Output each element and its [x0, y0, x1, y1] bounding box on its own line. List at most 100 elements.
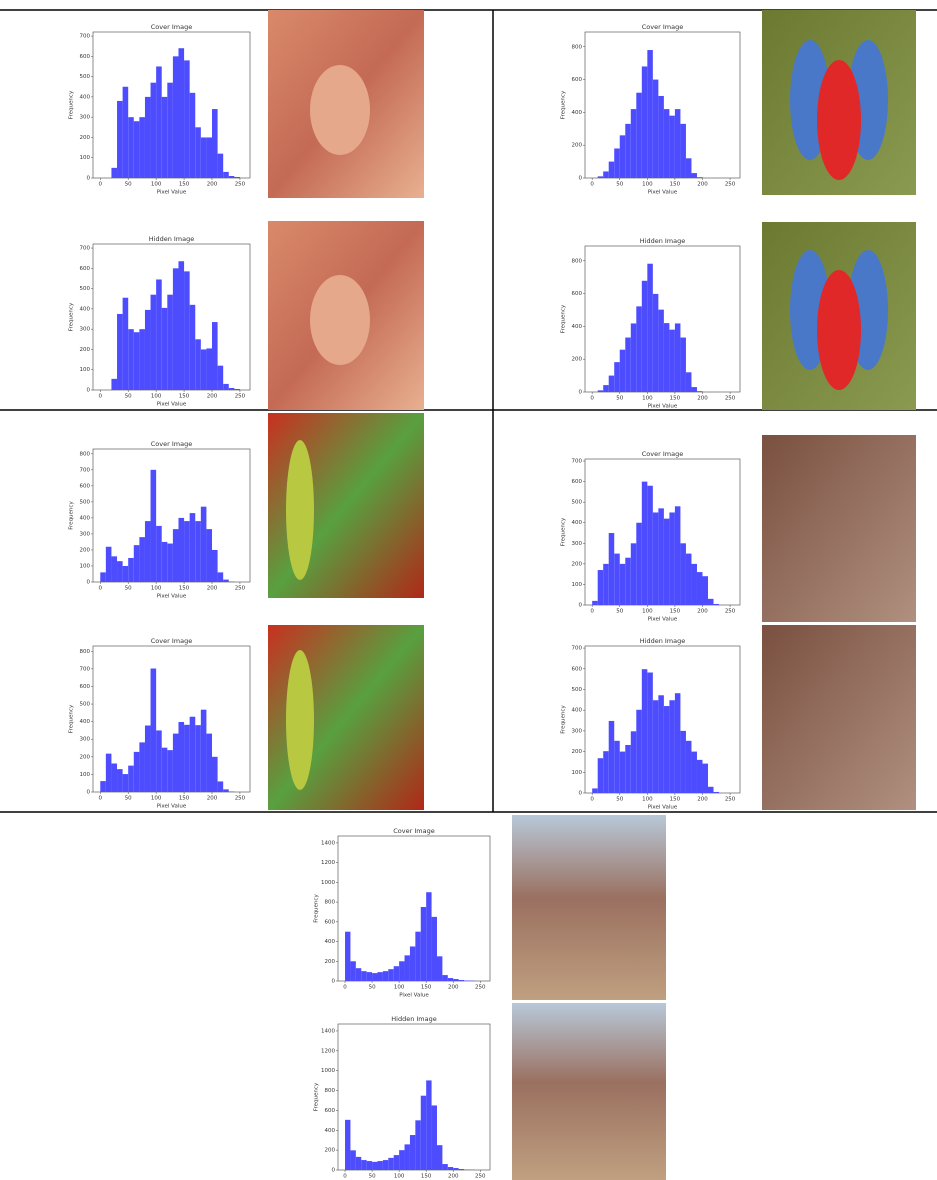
x-axis-label: Pixel Value: [157, 804, 187, 810]
bar: [453, 1168, 458, 1170]
bar: [405, 955, 410, 981]
y-tick-label: 400: [325, 939, 336, 945]
x-tick-label: 200: [207, 394, 218, 400]
bar: [184, 60, 190, 178]
bar: [190, 93, 196, 178]
photo: [512, 1003, 666, 1180]
bar: [190, 717, 196, 792]
x-tick-label: 250: [725, 182, 736, 188]
bar: [184, 521, 190, 582]
y-tick-label: 100: [80, 155, 91, 161]
bar: [620, 752, 626, 793]
bar: [139, 742, 145, 792]
photo-detail: [817, 60, 861, 180]
bar: [139, 117, 145, 178]
bar: [173, 734, 179, 792]
chart-title: Cover Image: [151, 440, 192, 448]
x-tick-label: 50: [369, 1174, 376, 1180]
bar: [173, 56, 179, 178]
bar: [642, 482, 648, 605]
y-axis-label: Frequency: [69, 501, 75, 530]
x-tick-label: 50: [125, 182, 132, 188]
bar: [636, 523, 642, 605]
photo-detail: [286, 440, 314, 580]
bar: [691, 752, 697, 793]
bar: [669, 116, 675, 178]
bar: [405, 1144, 410, 1170]
bar: [388, 1158, 393, 1170]
bar: [134, 752, 140, 792]
bar: [117, 769, 123, 792]
x-tick-label: 200: [697, 797, 708, 803]
y-tick-label: 400: [80, 306, 91, 312]
bar: [653, 512, 659, 605]
chart-title: Cover Image: [151, 637, 192, 645]
bar: [206, 734, 212, 792]
y-tick-label: 1400: [321, 840, 335, 846]
bar: [697, 177, 703, 178]
y-tick-label: 700: [80, 34, 91, 40]
bar: [653, 80, 659, 178]
bar: [426, 1080, 431, 1170]
bar: [636, 710, 642, 793]
bar: [609, 162, 615, 178]
chart-title: Cover Image: [151, 23, 192, 31]
y-tick-label: 200: [80, 135, 91, 141]
bar: [162, 542, 168, 582]
x-tick-label: 0: [590, 797, 594, 803]
y-tick-label: 300: [572, 728, 583, 734]
bar: [145, 97, 151, 178]
chart-title: Cover Image: [642, 450, 683, 458]
bar: [201, 710, 207, 792]
bar: [691, 387, 697, 392]
bar: [658, 310, 664, 392]
bar: [614, 362, 620, 392]
y-tick-label: 800: [80, 451, 91, 457]
bar: [697, 760, 703, 793]
chart-title: Cover Image: [642, 23, 683, 31]
bar: [664, 323, 670, 392]
x-axis-label: Pixel Value: [648, 404, 678, 410]
bar: [111, 764, 117, 792]
y-tick-label: 400: [80, 94, 91, 100]
x-tick-label: 0: [99, 394, 103, 400]
bar: [437, 956, 442, 981]
bar: [598, 176, 604, 178]
y-tick-label: 600: [80, 684, 91, 690]
x-tick-label: 0: [343, 985, 347, 991]
bar: [598, 758, 604, 793]
y-tick-label: 700: [80, 246, 91, 252]
y-tick-label: 600: [325, 919, 336, 925]
bar: [603, 171, 609, 178]
bar: [658, 508, 664, 605]
bar: [367, 972, 372, 981]
bar: [167, 750, 173, 792]
bar: [631, 543, 637, 605]
x-tick-label: 150: [179, 796, 190, 802]
bar: [128, 117, 134, 178]
photo: [762, 625, 916, 810]
y-tick-label: 0: [87, 388, 91, 394]
y-tick-label: 300: [80, 737, 91, 743]
y-tick-label: 800: [80, 649, 91, 655]
bar: [421, 907, 426, 981]
bar: [383, 971, 388, 981]
y-tick-label: 400: [572, 110, 583, 116]
x-tick-label: 100: [151, 182, 162, 188]
y-tick-label: 300: [80, 115, 91, 121]
chart-title: Hidden Image: [640, 237, 686, 245]
bar: [145, 310, 151, 390]
bar: [686, 741, 692, 793]
bar: [212, 109, 218, 178]
y-tick-label: 1400: [321, 1028, 335, 1034]
y-tick-label: 100: [80, 563, 91, 569]
bar: [609, 376, 615, 392]
y-tick-label: 0: [579, 176, 583, 182]
bar: [123, 87, 129, 178]
bar: [190, 305, 196, 390]
y-tick-label: 500: [572, 687, 583, 693]
bar: [592, 788, 598, 793]
bar: [206, 348, 212, 390]
x-tick-label: 150: [670, 609, 681, 615]
y-tick-label: 700: [80, 467, 91, 473]
